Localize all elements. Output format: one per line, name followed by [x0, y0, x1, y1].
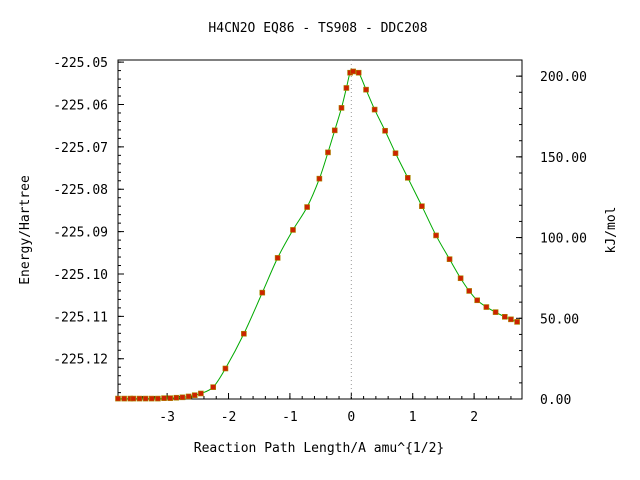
data-point — [191, 392, 198, 398]
x-tick-label: 2 — [470, 410, 478, 425]
data-point — [290, 227, 296, 233]
y-tick-label: -225.12 — [53, 353, 108, 368]
y2-tick-label: 150.00 — [540, 151, 587, 166]
axis-ticks — [117, 61, 522, 400]
y-tick-label: -225.08 — [53, 183, 108, 198]
data-point — [121, 395, 127, 402]
y-tick-label: -225.11 — [53, 310, 108, 325]
data-point — [274, 255, 281, 261]
data-point — [136, 395, 143, 402]
y2-tick-label: 50.00 — [540, 312, 579, 327]
data-point — [304, 204, 310, 210]
data-point — [142, 395, 149, 402]
data-point — [222, 365, 229, 372]
data-point — [457, 275, 464, 282]
y2-tick-label: 200.00 — [540, 70, 587, 85]
data-point — [259, 289, 266, 296]
y-tick-label: -225.09 — [53, 226, 108, 241]
data-point — [155, 395, 161, 402]
x-tick-label: -3 — [159, 410, 175, 425]
data-point — [185, 393, 192, 400]
y2-axis-label: kJ/mol — [604, 207, 619, 254]
data-point — [446, 256, 453, 262]
x-tick-label: -1 — [282, 410, 298, 425]
data-point — [502, 313, 508, 320]
x-tick-label: 1 — [409, 410, 417, 425]
data-point — [508, 316, 514, 323]
y2-tick-label: 0.00 — [540, 393, 571, 408]
data-points — [115, 68, 520, 402]
data-point — [148, 395, 155, 402]
x-tick-label: 0 — [347, 410, 355, 425]
data-point — [474, 297, 480, 304]
data-point — [343, 85, 350, 91]
data-point — [325, 149, 331, 156]
plot-frame — [117, 59, 523, 400]
data-point — [363, 86, 369, 93]
data-point — [350, 68, 356, 75]
data-point — [514, 319, 520, 325]
data-point — [492, 309, 499, 315]
y-tick-label: -225.06 — [53, 98, 108, 113]
y-tick-label: -225.05 — [53, 56, 108, 71]
data-point — [392, 150, 399, 157]
data-point — [167, 395, 173, 401]
data-point — [130, 395, 137, 402]
data-point — [419, 203, 425, 209]
data-point — [404, 175, 411, 181]
data-point — [210, 384, 216, 390]
chart-title: H4CN2O EQ86 - TS908 - DDC208 — [208, 21, 427, 36]
x-axis-label: Reaction Path Length/A amu^{1/2} — [194, 441, 444, 456]
data-point — [198, 390, 204, 397]
energy-curve — [118, 70, 518, 400]
data-point — [483, 304, 490, 310]
data-point — [466, 288, 472, 294]
data-point — [241, 330, 247, 337]
data-point — [382, 127, 388, 134]
data-point — [355, 69, 362, 76]
data-point — [179, 394, 186, 401]
axis-tick-labels: -3 -2 -1 0 1 2 -225.05 -225.06 -225.07 -225.08 -22… — [53, 56, 587, 425]
data-point — [433, 232, 439, 239]
data-point — [161, 395, 167, 401]
data-point — [115, 395, 121, 402]
data-point — [331, 127, 338, 134]
data-point — [316, 175, 323, 182]
y-tick-label: -225.07 — [53, 141, 108, 156]
y2-tick-label: 100.00 — [540, 232, 587, 247]
y-tick-label: -225.10 — [53, 268, 108, 283]
x-tick-label: -2 — [221, 410, 237, 425]
y-axis-label: Energy/Hartree — [18, 175, 33, 285]
data-point — [338, 105, 345, 111]
data-point — [173, 394, 180, 401]
data-point — [371, 106, 378, 113]
